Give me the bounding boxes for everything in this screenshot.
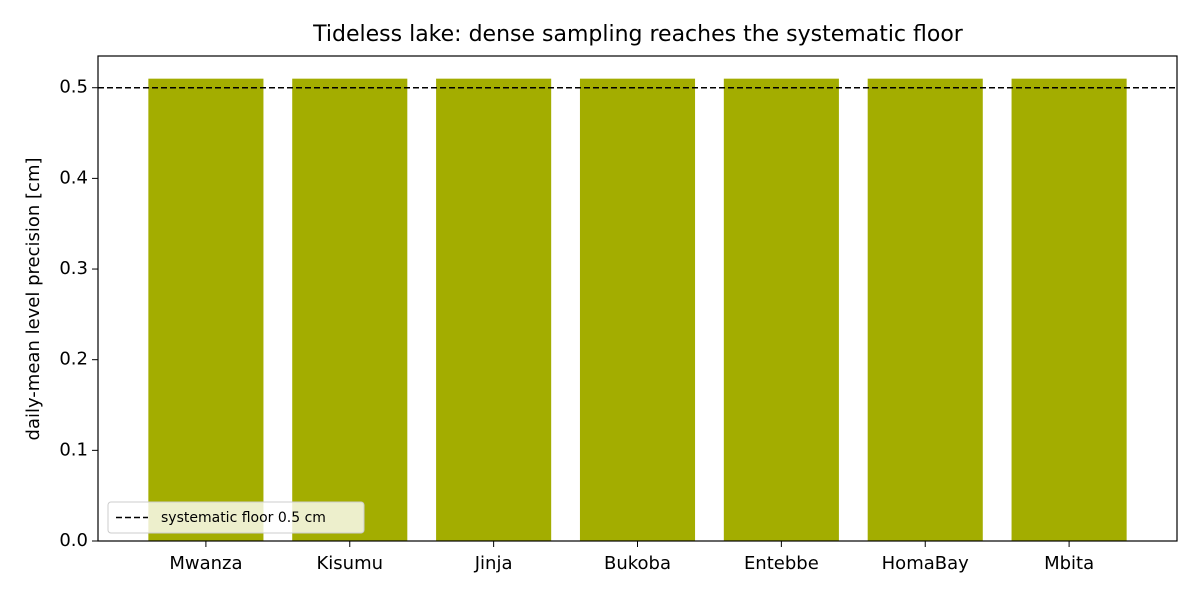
y-axis-label: daily-mean level precision [cm] <box>23 158 44 441</box>
legend-label: systematic floor 0.5 cm <box>161 510 326 526</box>
plot-frame <box>97 55 1178 542</box>
legend-box <box>107 501 365 534</box>
y-tick-label: 0.0 <box>59 530 88 551</box>
y-tick-label: 0.1 <box>59 439 88 460</box>
x-tick-label: HomaBay <box>882 553 969 574</box>
y-tick-label: 0.5 <box>59 77 88 98</box>
x-tick-label: Jinja <box>474 553 513 574</box>
bar <box>1011 78 1127 542</box>
y-tick-label: 0.4 <box>59 167 88 188</box>
bar <box>579 78 696 542</box>
x-tick-label: Entebbe <box>744 553 819 574</box>
x-tick-label: Kisumu <box>316 553 383 574</box>
x-tick-label: Mwanza <box>169 553 242 574</box>
bar <box>148 78 264 542</box>
chart-title: Tideless lake: dense sampling reaches th… <box>312 22 964 47</box>
bar <box>292 78 408 542</box>
x-tick-label: Bukoba <box>604 553 671 574</box>
x-tick-label: Mbita <box>1044 553 1094 574</box>
bar <box>436 78 552 542</box>
bar <box>867 78 983 542</box>
y-tick-label: 0.2 <box>59 349 88 370</box>
y-tick-label: 0.3 <box>59 258 88 279</box>
bar <box>723 78 839 542</box>
